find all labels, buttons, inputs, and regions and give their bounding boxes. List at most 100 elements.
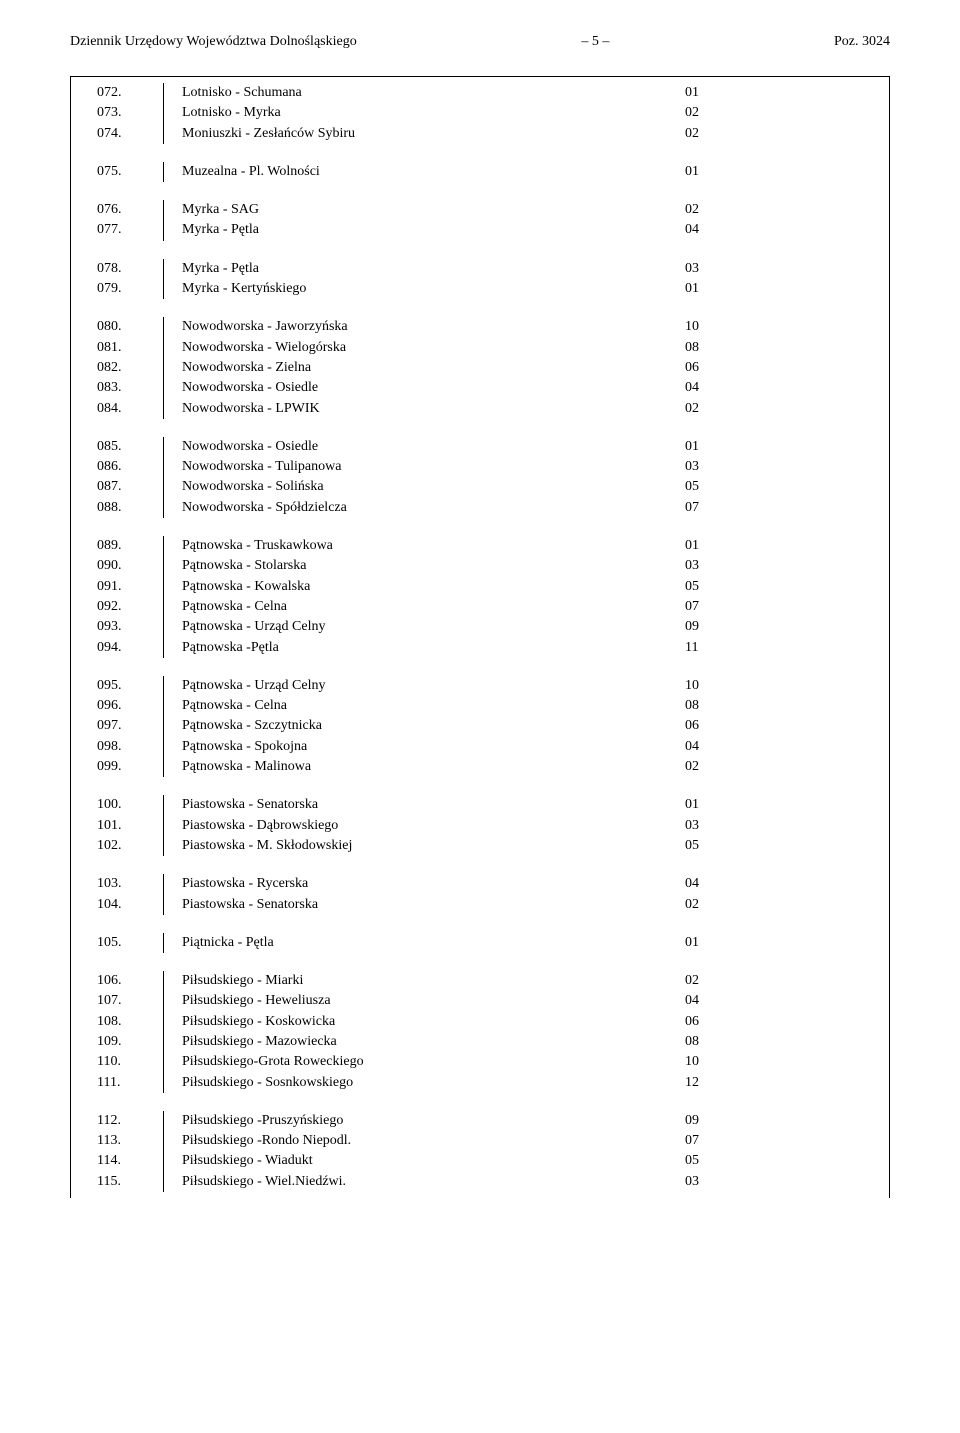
row-label: Pątnowska -Pętla: [163, 638, 685, 658]
table-row: 113.Piłsudskiego -Rondo Niepodl.07: [71, 1131, 889, 1151]
table-row: 081.Nowodworska - Wielogórska08: [71, 338, 889, 358]
header-left: Dziennik Urzędowy Województwa Dolnośląsk…: [70, 34, 357, 50]
table-row: 115.Piłsudskiego - Wiel.Niedźwi.03: [71, 1172, 889, 1192]
row-value: 08: [685, 338, 805, 358]
row-number: 102.: [71, 836, 163, 856]
row-label: Nowodworska - Wielogórska: [163, 338, 685, 358]
table-row: 102.Piastowska - M. Skłodowskiej05: [71, 836, 889, 856]
row-number: 074.: [71, 124, 163, 144]
row-label: Muzealna - Pl. Wolności: [163, 162, 685, 182]
row-number: 113.: [71, 1131, 163, 1151]
row-label: Piłsudskiego - Wiadukt: [163, 1151, 685, 1171]
table-row: 098.Pątnowska - Spokojna04: [71, 737, 889, 757]
row-value: 02: [685, 399, 805, 419]
row-number: 097.: [71, 716, 163, 736]
row-number: 109.: [71, 1032, 163, 1052]
row-label: Lotnisko - Schumana: [163, 83, 685, 103]
table-row: 100.Piastowska - Senatorska01: [71, 795, 889, 815]
group-spacer: [71, 658, 889, 676]
row-value: 10: [685, 317, 805, 337]
row-value: 03: [685, 556, 805, 576]
row-number: 115.: [71, 1172, 163, 1192]
group-spacer: [71, 182, 889, 200]
row-number: 080.: [71, 317, 163, 337]
table-row: 114.Piłsudskiego - Wiadukt05: [71, 1151, 889, 1171]
row-number: 083.: [71, 378, 163, 398]
row-value: 03: [685, 1172, 805, 1192]
table-row: 080.Nowodworska - Jaworzyńska10: [71, 317, 889, 337]
row-number: 112.: [71, 1111, 163, 1131]
row-label: Nowodworska - Solińska: [163, 477, 685, 497]
page-header: Dziennik Urzędowy Województwa Dolnośląsk…: [70, 34, 890, 50]
row-number: 114.: [71, 1151, 163, 1171]
table-row: 079.Myrka - Kertyńskiego01: [71, 279, 889, 299]
row-value: 08: [685, 696, 805, 716]
row-value: 04: [685, 378, 805, 398]
row-number: 108.: [71, 1012, 163, 1032]
row-number: 092.: [71, 597, 163, 617]
row-label: Piastowska - M. Skłodowskiej: [163, 836, 685, 856]
row-value: 04: [685, 220, 805, 240]
table-row: 094.Pątnowska -Pętla11: [71, 638, 889, 658]
row-label: Pątnowska - Urząd Celny: [163, 617, 685, 637]
row-value: 02: [685, 757, 805, 777]
row-label: Piłsudskiego - Sosnkowskiego: [163, 1073, 685, 1093]
table-row: 106.Piłsudskiego - Miarki02: [71, 971, 889, 991]
row-value: 02: [685, 200, 805, 220]
row-label: Myrka - Pętla: [163, 220, 685, 240]
row-value: 06: [685, 1012, 805, 1032]
row-label: Piłsudskiego - Mazowiecka: [163, 1032, 685, 1052]
table-row: 109.Piłsudskiego - Mazowiecka08: [71, 1032, 889, 1052]
row-value: 07: [685, 498, 805, 518]
row-number: 098.: [71, 737, 163, 757]
row-label: Piastowska - Rycerska: [163, 874, 685, 894]
table-row: 083.Nowodworska - Osiedle04: [71, 378, 889, 398]
row-number: 091.: [71, 577, 163, 597]
row-value: 09: [685, 617, 805, 637]
row-number: 089.: [71, 536, 163, 556]
row-value: 05: [685, 477, 805, 497]
group-spacer: [71, 241, 889, 259]
group-spacer: [71, 1093, 889, 1111]
row-value: 01: [685, 536, 805, 556]
row-label: Myrka - Pętla: [163, 259, 685, 279]
row-label: Piątnicka - Pętla: [163, 933, 685, 953]
row-label: Pątnowska - Stolarska: [163, 556, 685, 576]
row-number: 106.: [71, 971, 163, 991]
row-label: Pątnowska - Urząd Celny: [163, 676, 685, 696]
row-number: 107.: [71, 991, 163, 1011]
row-value: 06: [685, 358, 805, 378]
table-row: 108.Piłsudskiego - Koskowicka06: [71, 1012, 889, 1032]
row-value: 11: [685, 638, 805, 658]
row-number: 079.: [71, 279, 163, 299]
row-label: Nowodworska - Jaworzyńska: [163, 317, 685, 337]
row-number: 088.: [71, 498, 163, 518]
page: Dziennik Urzędowy Województwa Dolnośląsk…: [0, 0, 960, 1248]
row-label: Piłsudskiego - Heweliusza: [163, 991, 685, 1011]
row-label: Piłsudskiego - Miarki: [163, 971, 685, 991]
table-row: 091.Pątnowska - Kowalska05: [71, 577, 889, 597]
row-number: 075.: [71, 162, 163, 182]
table-row: 075.Muzealna - Pl. Wolności01: [71, 162, 889, 182]
table-row: 103.Piastowska - Rycerska04: [71, 874, 889, 894]
row-label: Pątnowska - Szczytnicka: [163, 716, 685, 736]
table-row: 099.Pątnowska - Malinowa02: [71, 757, 889, 777]
row-value: 03: [685, 816, 805, 836]
table-row: 093.Pątnowska - Urząd Celny09: [71, 617, 889, 637]
row-label: Piastowska - Senatorska: [163, 795, 685, 815]
row-label: Nowodworska - Spółdzielcza: [163, 498, 685, 518]
row-number: 099.: [71, 757, 163, 777]
group-spacer: [71, 144, 889, 162]
row-label: Pątnowska - Spokojna: [163, 737, 685, 757]
row-label: Piłsudskiego -Pruszyńskiego: [163, 1111, 685, 1131]
row-value: 07: [685, 1131, 805, 1151]
table-row: 082.Nowodworska - Zielna06: [71, 358, 889, 378]
row-value: 01: [685, 162, 805, 182]
row-number: 085.: [71, 437, 163, 457]
row-label: Pątnowska - Truskawkowa: [163, 536, 685, 556]
row-number: 105.: [71, 933, 163, 953]
row-value: 02: [685, 103, 805, 123]
row-value: 04: [685, 874, 805, 894]
row-value: 05: [685, 577, 805, 597]
group-spacer: [71, 777, 889, 795]
